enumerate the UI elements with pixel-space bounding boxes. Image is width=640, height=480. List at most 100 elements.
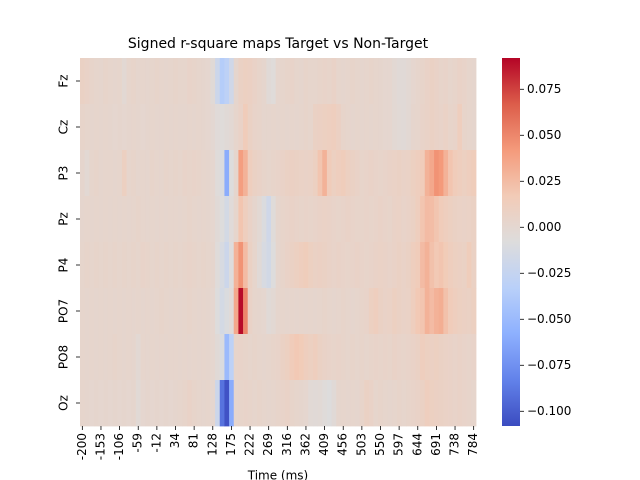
heatmap-cell <box>340 58 346 105</box>
heatmap-cell <box>420 288 426 335</box>
heatmap-cell <box>326 334 332 381</box>
heatmap-cell <box>382 150 388 197</box>
heatmap-cell <box>284 150 291 197</box>
heatmap-cell <box>261 150 267 197</box>
heatmap-cell <box>121 380 127 427</box>
heatmap-cell <box>252 104 258 151</box>
heatmap-cell <box>89 58 95 105</box>
heatmap-cell <box>173 288 179 335</box>
heatmap-cell <box>177 334 183 381</box>
heatmap-cell <box>354 242 360 289</box>
heatmap-cell <box>257 288 263 335</box>
heatmap-cell <box>350 104 356 151</box>
heatmap-cell <box>205 58 211 105</box>
x-tick-label: -106 <box>112 433 126 460</box>
heatmap-cell <box>312 196 318 243</box>
heatmap-cell <box>415 380 421 427</box>
heatmap-cell <box>224 380 230 427</box>
y-tick-label: PO7 <box>57 299 71 323</box>
heatmap-cell <box>205 380 211 427</box>
heatmap-cell <box>261 58 267 105</box>
heatmap-cell <box>448 380 454 427</box>
heatmap-cell <box>205 150 211 197</box>
heatmap-cell <box>219 104 225 151</box>
heatmap-cell <box>326 150 332 197</box>
heatmap-cell <box>238 334 244 381</box>
heatmap-cell <box>98 150 104 197</box>
heatmap-cell <box>303 150 309 197</box>
heatmap-cell <box>126 104 132 151</box>
heatmap-cell <box>280 380 286 427</box>
heatmap-cell <box>140 380 146 427</box>
heatmap-cell <box>401 104 407 151</box>
heatmap-cell <box>443 288 449 335</box>
heatmap-cell <box>364 104 370 151</box>
heatmap-cell <box>177 150 183 197</box>
heatmap-cell <box>271 58 277 105</box>
heatmap-cell <box>364 334 370 381</box>
x-tick-label: -200 <box>75 433 89 460</box>
heatmap-cell <box>354 288 360 335</box>
heatmap-cell <box>140 104 146 151</box>
heatmap-cell <box>238 380 244 427</box>
heatmap-cell <box>257 104 263 151</box>
heatmap-cell <box>182 288 188 335</box>
heatmap-cell <box>350 196 356 243</box>
heatmap-cell <box>271 242 277 289</box>
heatmap-cell <box>159 288 165 335</box>
heatmap-cell <box>406 334 412 381</box>
heatmap-cell <box>359 150 365 197</box>
heatmap-cell <box>187 242 193 289</box>
heatmap-cell <box>415 150 421 197</box>
heatmap-cell <box>438 104 444 151</box>
heatmap-cell <box>364 150 370 197</box>
heatmap-cell <box>354 334 360 381</box>
heatmap-cell <box>331 242 337 289</box>
heatmap-cell <box>135 380 141 427</box>
heatmap-cell <box>336 150 342 197</box>
heatmap-cell <box>140 242 146 289</box>
heatmap-cell <box>84 288 90 335</box>
heatmap-cell <box>289 288 295 335</box>
heatmap-cell <box>112 380 118 427</box>
heatmap-cell <box>406 242 412 289</box>
heatmap-cell <box>406 58 412 105</box>
heatmap-cell <box>298 242 305 289</box>
heatmap-cell <box>196 242 202 289</box>
heatmap-cell <box>373 58 379 105</box>
heatmap-cell <box>252 196 258 243</box>
heatmap-cell <box>317 334 323 381</box>
heatmap-cell <box>224 334 230 381</box>
heatmap-cell <box>149 288 155 335</box>
heatmap-cell <box>308 196 314 243</box>
y-tick-label: Oz <box>57 395 71 411</box>
heatmap-cell <box>191 150 197 197</box>
heatmap-cell <box>429 380 435 427</box>
x-axis-label: Time (ms) <box>247 469 309 480</box>
heatmap-cell <box>326 242 332 289</box>
heatmap-cell <box>452 288 458 335</box>
heatmap-cell <box>401 380 407 427</box>
heatmap-cell <box>434 334 440 381</box>
heatmap-cell <box>452 58 458 105</box>
heatmap-cell <box>466 380 472 427</box>
heatmap-cell <box>396 58 402 105</box>
heatmap-cell <box>410 104 416 151</box>
heatmap-cell <box>392 150 398 197</box>
heatmap-cell <box>350 334 356 381</box>
heatmap-cell <box>443 150 449 197</box>
heatmap-cell <box>159 242 165 289</box>
heatmap-cell <box>410 58 416 105</box>
heatmap-cell <box>117 58 123 105</box>
x-tick-label: 81 <box>187 433 201 448</box>
heatmap-cell <box>168 58 174 105</box>
heatmap-cell <box>215 380 221 427</box>
heatmap-cell <box>466 58 472 105</box>
heatmap-cell <box>387 104 393 151</box>
heatmap-cell <box>229 380 235 427</box>
y-tick-label: P4 <box>57 258 71 273</box>
heatmap-cell <box>331 196 337 243</box>
heatmap-cell <box>117 288 123 335</box>
heatmap-cell <box>280 288 286 335</box>
heatmap-cell <box>364 58 370 105</box>
